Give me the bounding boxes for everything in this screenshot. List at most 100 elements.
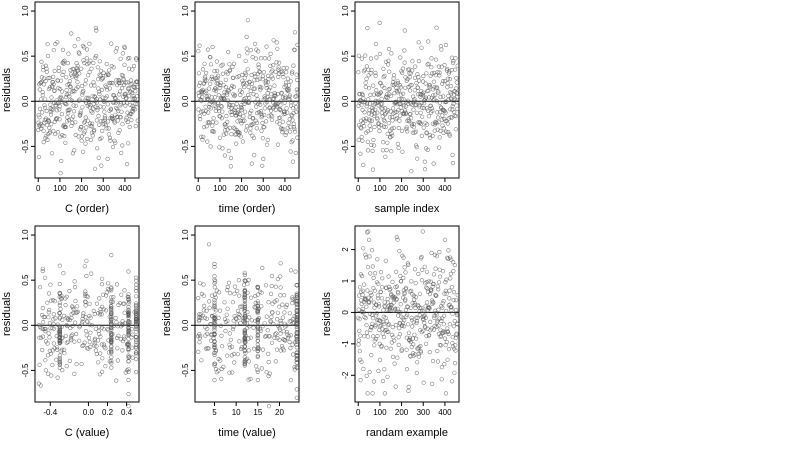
data-point <box>236 308 241 314</box>
data-point <box>125 80 130 85</box>
data-point <box>90 110 95 115</box>
data-point <box>92 166 98 171</box>
data-point <box>419 100 424 105</box>
data-point <box>406 118 412 124</box>
data-point <box>97 72 102 77</box>
data-point <box>361 366 366 372</box>
data-point <box>115 99 121 104</box>
data-point <box>440 331 445 336</box>
data-point <box>134 350 139 355</box>
data-point <box>246 84 251 90</box>
data-point <box>57 263 62 268</box>
data-point <box>106 350 112 355</box>
data-point <box>79 124 84 130</box>
data-point <box>442 362 447 367</box>
data-point <box>357 349 362 354</box>
data-point <box>213 86 218 91</box>
data-point <box>448 107 453 112</box>
data-point <box>430 299 435 304</box>
data-point <box>111 295 116 300</box>
data-point <box>45 137 50 142</box>
data-point <box>109 304 114 309</box>
data-point <box>256 62 261 67</box>
data-point <box>227 331 232 336</box>
data-point <box>387 303 392 308</box>
data-point <box>83 291 88 297</box>
data-point <box>274 40 279 45</box>
data-point <box>382 112 388 117</box>
data-point <box>388 286 393 291</box>
data-point <box>380 378 386 384</box>
data-point <box>278 274 283 279</box>
data-point <box>91 308 96 314</box>
data-point <box>95 107 100 113</box>
data-point <box>419 278 425 283</box>
data-point <box>365 230 370 235</box>
data-point <box>109 323 114 328</box>
data-point <box>120 339 126 344</box>
data-point <box>210 123 215 128</box>
data-point <box>410 324 415 329</box>
data-point <box>237 130 242 135</box>
data-point <box>252 78 257 83</box>
data-point <box>283 132 288 138</box>
data-point <box>359 56 365 61</box>
data-point <box>383 258 388 263</box>
data-point <box>104 61 109 67</box>
data-point <box>258 87 263 92</box>
data-point <box>294 320 299 325</box>
data-point <box>57 362 62 367</box>
data-point <box>247 95 252 100</box>
data-point <box>215 81 221 86</box>
data-point <box>359 103 364 108</box>
data-point <box>81 120 87 125</box>
data-point <box>57 281 62 287</box>
data-point <box>63 94 69 100</box>
data-point <box>379 96 384 101</box>
data-point <box>275 142 281 147</box>
data-point <box>83 82 88 87</box>
data-point <box>126 297 131 303</box>
data-point <box>358 333 363 338</box>
data-point <box>57 86 63 92</box>
y-axis-title: residuals <box>1 67 13 112</box>
data-point <box>283 111 288 116</box>
data-point <box>99 135 104 140</box>
data-point <box>126 348 131 353</box>
data-point <box>205 47 211 52</box>
data-point <box>402 290 407 295</box>
data-point <box>396 342 401 348</box>
data-point <box>83 78 88 83</box>
data-point <box>244 46 249 51</box>
data-point <box>134 326 139 332</box>
data-point <box>361 96 366 101</box>
data-point <box>407 335 413 340</box>
data-point <box>72 148 77 153</box>
data-point <box>90 94 95 99</box>
data-point <box>444 68 450 73</box>
data-point <box>255 354 260 360</box>
data-point <box>115 346 120 351</box>
data-point <box>268 63 273 68</box>
data-point <box>79 321 84 326</box>
data-point <box>111 323 116 328</box>
data-point <box>114 282 120 287</box>
x-tick-label: 400 <box>438 408 452 417</box>
data-point <box>362 282 367 287</box>
data-point <box>445 357 450 362</box>
data-point <box>374 87 379 93</box>
x-tick-label: 300 <box>417 408 431 417</box>
data-point <box>357 285 363 290</box>
data-point <box>55 375 60 380</box>
data-point <box>134 316 139 321</box>
data-point <box>242 355 247 360</box>
data-point <box>442 336 448 341</box>
data-point <box>368 56 374 61</box>
data-point <box>362 110 367 115</box>
data-point <box>381 66 386 71</box>
data-point <box>280 302 285 307</box>
data-point <box>114 78 119 83</box>
data-point <box>358 98 363 104</box>
data-point <box>68 85 73 90</box>
data-point <box>134 339 139 344</box>
